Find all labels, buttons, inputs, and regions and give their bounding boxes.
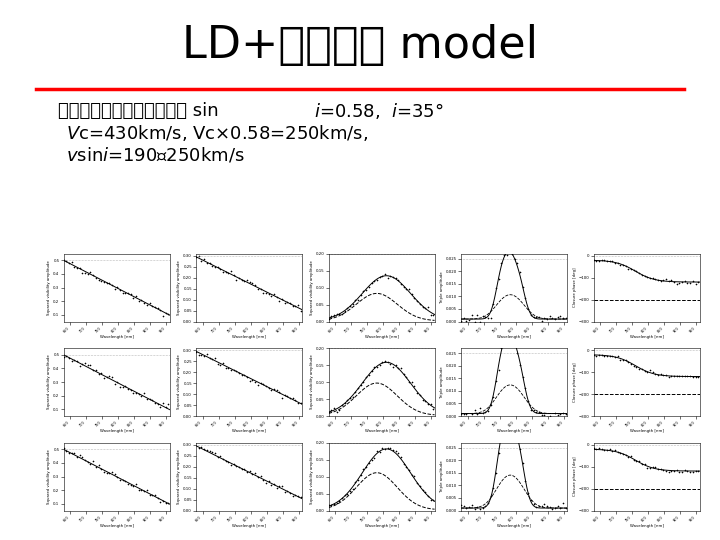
X-axis label: Wavelength [nm]: Wavelength [nm] xyxy=(629,524,664,528)
X-axis label: Wavelength [nm]: Wavelength [nm] xyxy=(232,524,266,528)
X-axis label: Wavelength [nm]: Wavelength [nm] xyxy=(364,335,399,339)
Text: $i$=0.58,  $i$=35°: $i$=0.58, $i$=35° xyxy=(314,100,444,121)
X-axis label: Wavelength [nm]: Wavelength [nm] xyxy=(497,335,531,339)
Y-axis label: Squared visibility amplitude: Squared visibility amplitude xyxy=(47,260,51,315)
Y-axis label: Squared visibility amplitude: Squared visibility amplitude xyxy=(47,355,51,409)
X-axis label: Wavelength [nm]: Wavelength [nm] xyxy=(232,335,266,339)
Y-axis label: Squared visibility amplitude: Squared visibility amplitude xyxy=(177,355,181,409)
X-axis label: Wavelength [nm]: Wavelength [nm] xyxy=(497,429,531,433)
Text: $V$c=430km/s, Vc×0.58=250km/s,: $V$c=430km/s, Vc×0.58=250km/s, xyxy=(66,123,369,143)
Y-axis label: Squared visibility amplitude: Squared visibility amplitude xyxy=(47,449,51,504)
Y-axis label: Triple amplitude: Triple amplitude xyxy=(440,366,444,398)
Y-axis label: Closure phase [deg]: Closure phase [deg] xyxy=(572,457,577,496)
Y-axis label: Squared visibility amplitude: Squared visibility amplitude xyxy=(177,449,181,504)
X-axis label: Wavelength [nm]: Wavelength [nm] xyxy=(364,524,399,528)
Y-axis label: Triple amplitude: Triple amplitude xyxy=(440,461,444,492)
Y-axis label: Squared visibility amplitude: Squared visibility amplitude xyxy=(177,260,181,315)
Y-axis label: Triple amplitude: Triple amplitude xyxy=(440,272,444,303)
X-axis label: Wavelength [nm]: Wavelength [nm] xyxy=(364,429,399,433)
Y-axis label: Squared visibility amplitude: Squared visibility amplitude xyxy=(310,260,314,315)
X-axis label: Wavelength [nm]: Wavelength [nm] xyxy=(99,429,134,433)
X-axis label: Wavelength [nm]: Wavelength [nm] xyxy=(497,524,531,528)
X-axis label: Wavelength [nm]: Wavelength [nm] xyxy=(629,429,664,433)
Y-axis label: Squared visibility amplitude: Squared visibility amplitude xyxy=(310,355,314,409)
Text: LD+明るい点 model: LD+明るい点 model xyxy=(182,24,538,68)
Y-axis label: Closure phase [deg]: Closure phase [deg] xyxy=(572,268,577,307)
X-axis label: Wavelength [nm]: Wavelength [nm] xyxy=(629,335,664,339)
X-axis label: Wavelength [nm]: Wavelength [nm] xyxy=(232,429,266,433)
X-axis label: Wavelength [nm]: Wavelength [nm] xyxy=(99,524,134,528)
Y-axis label: Squared visibility amplitude: Squared visibility amplitude xyxy=(310,449,314,504)
Y-axis label: Closure phase [deg]: Closure phase [deg] xyxy=(572,362,577,402)
X-axis label: Wavelength [nm]: Wavelength [nm] xyxy=(99,335,134,339)
Text: 楕円体モデルの最適解から sin: 楕円体モデルの最適解から sin xyxy=(58,102,224,120)
Text: $v$sin$i$=190～250km/s: $v$sin$i$=190～250km/s xyxy=(66,145,245,165)
